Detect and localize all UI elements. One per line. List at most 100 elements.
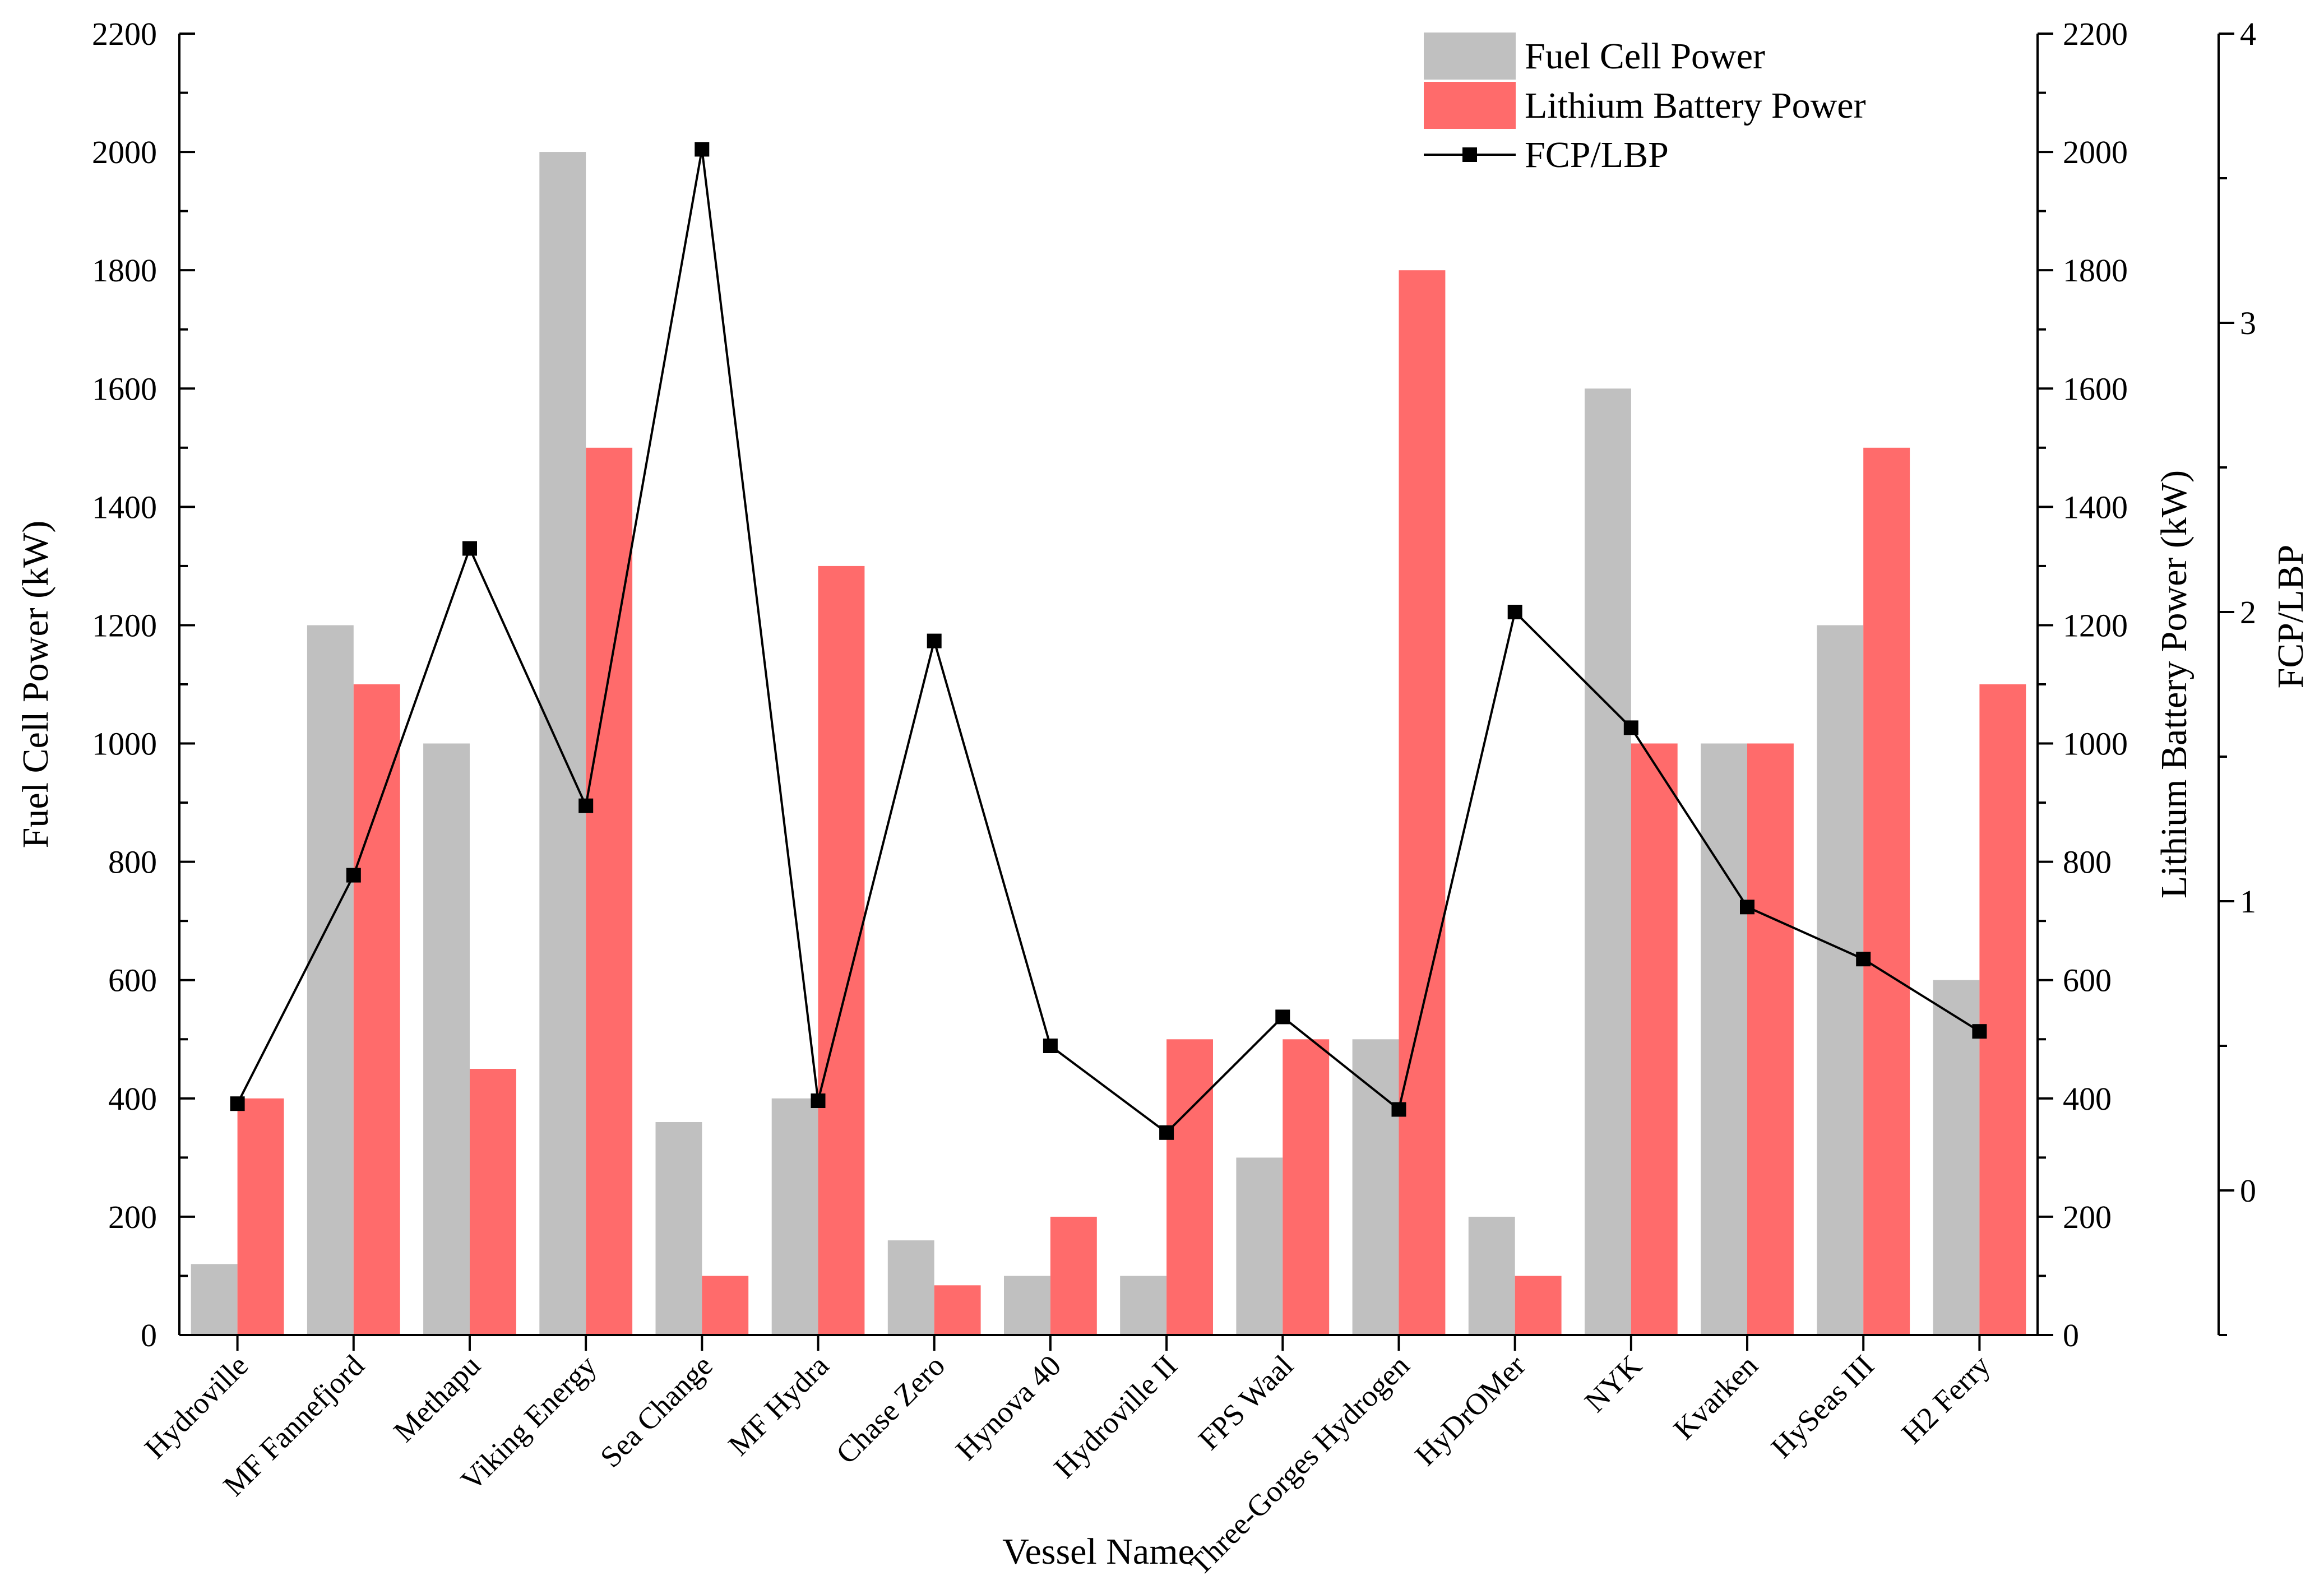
x-category-label: Hydroville	[138, 1348, 254, 1465]
left-y-tick-label: 1800	[92, 252, 157, 289]
ratio-marker-2	[462, 541, 477, 556]
fuel-cell-bar-15	[1933, 980, 1980, 1335]
right-y-tick-label: 1200	[2063, 607, 2128, 643]
ratio-tick-label: 0	[2240, 1172, 2256, 1209]
battery-bar-10	[1399, 270, 1446, 1336]
x-category-label: HySeas III	[1765, 1348, 1881, 1464]
left-y-tick-label: 2200	[92, 16, 157, 52]
legend-battery-swatch	[1424, 82, 1516, 129]
ratio-tick-label: 4	[2240, 16, 2256, 52]
right-y-tick-label: 1600	[2063, 370, 2128, 407]
ratio-marker-15	[1972, 1024, 1987, 1039]
ratio-tick-label: 3	[2240, 305, 2256, 341]
fuel-cell-bar-11	[1468, 1216, 1515, 1335]
ratio-marker-9	[1275, 1009, 1290, 1025]
ratio-marker-7	[1043, 1039, 1058, 1053]
ratio-marker-13	[1740, 900, 1754, 915]
legend-label: FCP/LBP	[1525, 135, 1669, 175]
x-category-label: H2 Ferry	[1895, 1348, 1997, 1450]
fuel-cell-bar-8	[1120, 1276, 1167, 1335]
fuel-cell-bar-12	[1585, 388, 1631, 1335]
ratio-marker-12	[1623, 720, 1638, 735]
battery-bar-6	[934, 1285, 981, 1335]
battery-bar-9	[1283, 1039, 1330, 1335]
battery-bar-14	[1863, 447, 1910, 1335]
battery-bar-2	[470, 1069, 516, 1335]
battery-bar-7	[1050, 1216, 1097, 1335]
ratio-marker-6	[927, 633, 942, 648]
left-y-tick-label: 1400	[92, 489, 157, 525]
legend-label: Lithium Battery Power	[1525, 85, 1866, 126]
left-y-tick-label: 200	[108, 1199, 157, 1235]
legend-label: Fuel Cell Power	[1525, 36, 1765, 77]
fuel-cell-bar-3	[539, 152, 586, 1335]
right-y-tick-label: 200	[2063, 1199, 2112, 1235]
battery-bar-1	[353, 684, 400, 1335]
ratio-marker-8	[1159, 1125, 1174, 1140]
x-category-label: Sea Change	[594, 1348, 719, 1474]
x-category-label: Hydroville II	[1048, 1348, 1184, 1485]
x-category-label: Methapu	[387, 1348, 487, 1448]
left-y-tick-label: 1600	[92, 370, 157, 407]
legend-fuel-cell-swatch	[1424, 33, 1516, 80]
right-y-tick-label: 2000	[2063, 134, 2128, 170]
x-category-label: Three-Gorges Hydrogen	[1183, 1348, 1416, 1582]
ratio-marker-0	[230, 1096, 245, 1111]
left-y-tick-label: 2000	[92, 134, 157, 170]
left-y-tick-label: 1200	[92, 607, 157, 643]
ratio-tick-label: 1	[2240, 883, 2256, 920]
ratio-series-line	[236, 149, 1980, 1134]
ratio-marker-4	[695, 142, 710, 157]
battery-bar-3	[586, 447, 633, 1335]
x-category-label: MF Hydra	[721, 1348, 835, 1462]
ratio-marker-14	[1856, 952, 1871, 967]
x-category-label: HyDrOMer	[1409, 1348, 1533, 1472]
fuel-cell-bar-1	[307, 625, 354, 1335]
fuel-cell-bar-2	[423, 743, 470, 1335]
right-y-tick-label: 0	[2063, 1317, 2079, 1354]
left-y-tick-label: 1000	[92, 726, 157, 762]
x-category-label: Hynova 40	[949, 1348, 1067, 1467]
battery-bar-12	[1631, 743, 1678, 1335]
fuel-cell-bar-7	[1004, 1276, 1050, 1335]
ratio-marker-1	[346, 868, 361, 883]
legend-ratio-marker	[1462, 147, 1477, 162]
ratio-marker-5	[811, 1093, 826, 1108]
fuel-cell-bar-5	[771, 1098, 818, 1335]
right-y-axis-title: Lithium Battery Power (kW)	[2154, 470, 2195, 898]
left-y-tick-label: 800	[108, 844, 157, 880]
ratio-marker-11	[1507, 605, 1522, 619]
ratio-marker-3	[578, 798, 594, 813]
left-y-axis-title: Fuel Cell Power (kW)	[15, 521, 56, 849]
right-y-tick-label: 1000	[2063, 726, 2128, 762]
x-category-label: FPS Waal	[1192, 1348, 1299, 1456]
battery-bar-15	[1979, 684, 2026, 1335]
right-y-tick-label: 1800	[2063, 252, 2128, 289]
x-axis-title: Vessel Name	[1002, 1531, 1195, 1572]
fuel-cell-bar-10	[1352, 1039, 1399, 1335]
ratio-marker-10	[1391, 1102, 1406, 1117]
right-y-tick-label: 400	[2063, 1081, 2112, 1117]
x-category-label: Kvarken	[1667, 1348, 1765, 1446]
left-y-tick-label: 400	[108, 1081, 157, 1117]
fuel-cell-bar-6	[887, 1240, 934, 1335]
right-y-tick-label: 2200	[2063, 16, 2128, 52]
x-category-label: NYK	[1578, 1348, 1648, 1419]
x-category-label: Chase Zero	[830, 1348, 951, 1470]
fuel-cell-bar-13	[1701, 743, 1748, 1335]
left-y-tick-label: 0	[141, 1317, 157, 1354]
fuel-cell-bar-9	[1236, 1157, 1283, 1335]
left-y-tick-label: 600	[108, 962, 157, 999]
fuel-cell-bar-4	[655, 1122, 702, 1335]
right-y-tick-label: 600	[2063, 962, 2112, 999]
fuel-cell-bar-14	[1817, 625, 1864, 1335]
battery-bar-13	[1747, 743, 1794, 1335]
ratio-axis-title: FCP/LBP	[2270, 545, 2311, 689]
right-y-tick-label: 1400	[2063, 489, 2128, 525]
battery-bar-8	[1166, 1039, 1213, 1335]
battery-bar-4	[702, 1276, 749, 1335]
ratio-tick-label: 2	[2240, 594, 2256, 631]
battery-bar-11	[1515, 1276, 1562, 1335]
